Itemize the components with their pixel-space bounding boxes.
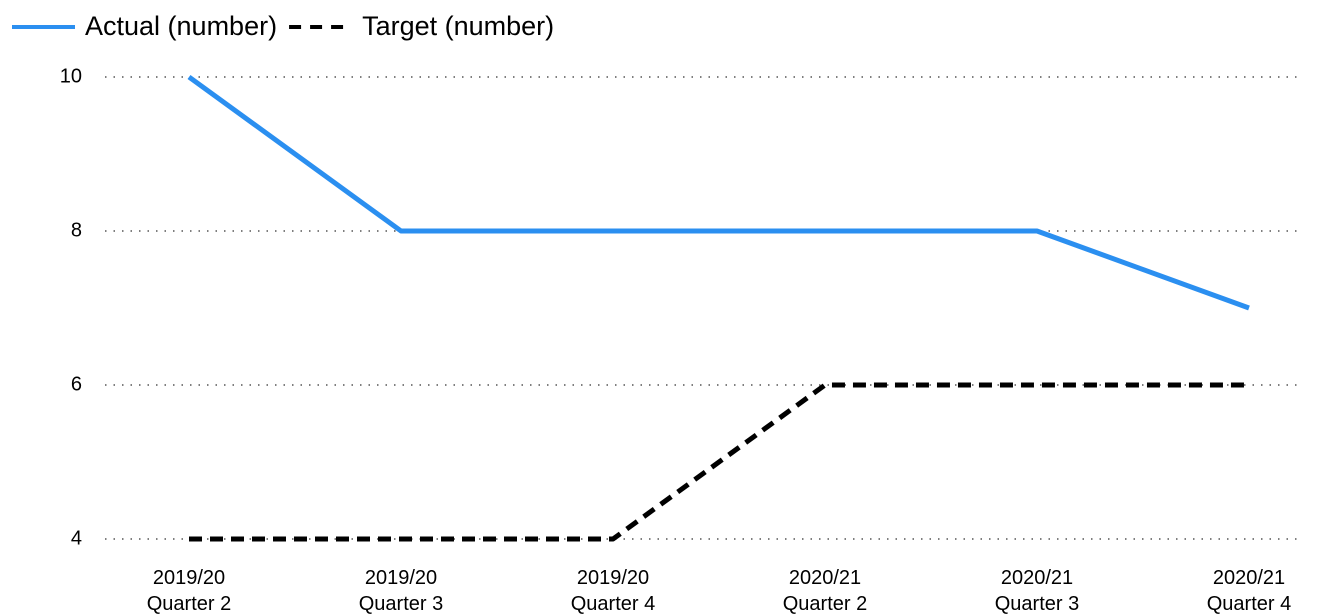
series-line [187,74,1250,311]
y-tick-label: 4 [71,527,82,549]
x-tick-label: 2020/21 Quarter 4 [1206,567,1292,615]
x-tick-label: 2020/21 Quarter 3 [994,567,1080,615]
x-tick-label: 2019/20 Quarter 4 [570,567,656,615]
x-tick-label: 2020/21 Quarter 2 [782,567,868,615]
legend-label: Target (number) [362,11,554,41]
legend-label: Actual (number) [85,11,277,41]
y-tick-label: 8 [71,219,82,241]
series-line [189,382,1249,542]
x-tick-label: 2019/20 Quarter 2 [146,567,232,615]
y-tick-label: 10 [60,65,82,87]
x-tick-label: 2019/20 Quarter 3 [358,567,444,615]
y-tick-label: 6 [71,373,82,395]
